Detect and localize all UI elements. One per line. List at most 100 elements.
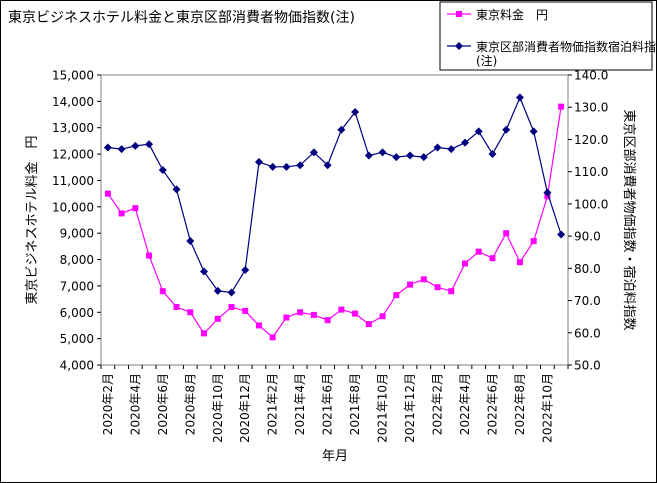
data-point-cpi	[515, 93, 524, 102]
left-tick-label: 6,000	[60, 306, 94, 320]
x-tick-label: 2021年4月	[293, 373, 307, 435]
data-point-cpi	[337, 125, 346, 134]
data-point-cpi	[433, 143, 442, 152]
data-point-cpi	[529, 127, 538, 136]
data-point-cpi	[200, 267, 209, 276]
x-tick-label: 2022年8月	[513, 373, 527, 435]
x-axis-title: 年月	[322, 449, 348, 464]
data-point-hotel-rate	[146, 252, 153, 259]
series-line-0	[107, 106, 562, 339]
plot-area	[100, 74, 569, 366]
data-point-hotel-rate	[297, 309, 304, 316]
data-point-hotel-rate	[159, 288, 166, 295]
data-point-hotel-rate	[201, 330, 208, 337]
data-point-hotel-rate	[448, 288, 455, 295]
legend-marker-diamond-icon	[455, 42, 463, 50]
data-point-hotel-rate	[132, 205, 139, 212]
data-point-hotel-rate	[255, 322, 262, 329]
x-tick-label: 2020年4月	[128, 373, 142, 435]
x-tick-label: 2022年10月	[540, 373, 554, 443]
data-point-hotel-rate	[558, 103, 565, 110]
data-point-hotel-rate	[365, 321, 372, 328]
data-point-cpi	[543, 188, 552, 197]
data-point-hotel-rate	[242, 307, 249, 314]
data-point-hotel-rate	[434, 284, 441, 291]
x-tick-label: 2021年10月	[376, 373, 390, 443]
data-point-cpi	[488, 149, 497, 158]
data-point-cpi	[447, 145, 456, 154]
right-tick-label: 120.0	[574, 133, 608, 147]
left-tick-label: 8,000	[60, 253, 94, 267]
data-point-cpi	[241, 265, 250, 274]
data-point-hotel-rate	[104, 190, 111, 197]
x-tick-label: 2020年2月	[101, 373, 115, 435]
right-axis: 50.0 60.0 70.0 80.0 90.0 100.0 110.0 120.0 130.0…	[568, 69, 608, 373]
data-point-cpi	[323, 161, 332, 170]
right-tick-label: 140.0	[574, 69, 608, 83]
x-tick-label: 2021年12月	[403, 373, 417, 443]
right-tick-label: 80.0	[574, 262, 601, 276]
data-point-hotel-rate	[173, 304, 180, 310]
data-point-cpi	[557, 230, 566, 239]
data-point-cpi	[131, 141, 140, 150]
legend: 東京料金 円 東京区部消費者物価指数宿泊料指数 (注)	[439, 1, 657, 71]
data-point-hotel-rate	[379, 313, 386, 320]
left-tick-label: 13,000	[52, 121, 94, 135]
data-point-cpi	[309, 148, 318, 157]
right-tick-label: 110.0	[574, 165, 608, 179]
data-point-cpi	[145, 140, 154, 149]
legend-label-cpi: 東京区部消費者物価指数宿泊料指数 (注)	[476, 39, 657, 68]
right-tick-label: 100.0	[574, 197, 608, 211]
x-tick-label: 2021年8月	[348, 373, 362, 435]
x-tick-label: 2020年10月	[211, 373, 225, 443]
data-point-cpi	[282, 162, 291, 171]
legend-marker-square-icon	[456, 11, 462, 17]
data-point-cpi	[186, 236, 195, 245]
x-tick-label: 2020年6月	[156, 373, 170, 435]
data-point-hotel-rate	[310, 311, 317, 318]
x-tick-label: 2020年8月	[183, 373, 197, 435]
data-point-hotel-rate	[407, 281, 414, 288]
data-point-cpi	[172, 185, 181, 194]
left-axis: 4,000 5,000 6,000 7,000 8,000 9,000 10,000 11,0…	[52, 69, 101, 373]
data-point-hotel-rate	[420, 276, 427, 283]
x-tick-label: 2021年2月	[266, 373, 280, 435]
data-point-cpi	[378, 148, 387, 157]
data-point-hotel-rate	[214, 315, 221, 322]
x-tick-label: 2021年6月	[321, 373, 335, 435]
left-tick-label: 12,000	[52, 148, 94, 162]
data-point-hotel-rate	[489, 255, 496, 262]
data-point-hotel-rate	[283, 314, 290, 321]
data-point-hotel-rate	[530, 238, 537, 245]
data-point-hotel-rate	[503, 230, 510, 237]
data-point-hotel-rate	[269, 334, 276, 341]
data-point-cpi	[406, 151, 415, 160]
data-point-cpi	[392, 153, 401, 162]
left-axis-title: 東京ビジネスホテル料金 円	[24, 135, 40, 304]
data-point-hotel-rate	[187, 309, 194, 316]
left-tick-label: 10,000	[52, 200, 94, 214]
left-tick-label: 7,000	[60, 279, 94, 293]
legend-label-hotel-rate: 東京料金 円	[476, 7, 548, 22]
data-point-cpi	[502, 125, 511, 134]
right-tick-label: 60.0	[574, 326, 601, 340]
x-tick-label: 2022年6月	[485, 373, 499, 435]
data-point-cpi	[296, 161, 305, 170]
chart-title: 東京ビジネスホテル料金と東京区部消費者物価指数(注)	[8, 10, 355, 26]
data-point-cpi	[254, 158, 263, 166]
x-axis: 2020年2月 2020年4月 2020年6月 2020年8月 2020年10月 2020…	[100, 365, 569, 443]
data-point-cpi	[364, 151, 373, 160]
data-point-cpi	[103, 143, 112, 152]
data-point-hotel-rate	[338, 306, 345, 313]
data-point-cpi	[268, 162, 277, 171]
right-tick-label: 50.0	[574, 359, 601, 373]
left-tick-label: 5,000	[60, 332, 94, 346]
left-tick-label: 9,000	[60, 227, 94, 241]
data-point-cpi	[117, 145, 126, 154]
left-tick-label: 15,000	[52, 69, 94, 83]
data-point-cpi	[158, 166, 167, 175]
right-tick-label: 90.0	[574, 230, 601, 244]
data-point-cpi	[419, 153, 428, 162]
series-line-1	[107, 96, 562, 294]
